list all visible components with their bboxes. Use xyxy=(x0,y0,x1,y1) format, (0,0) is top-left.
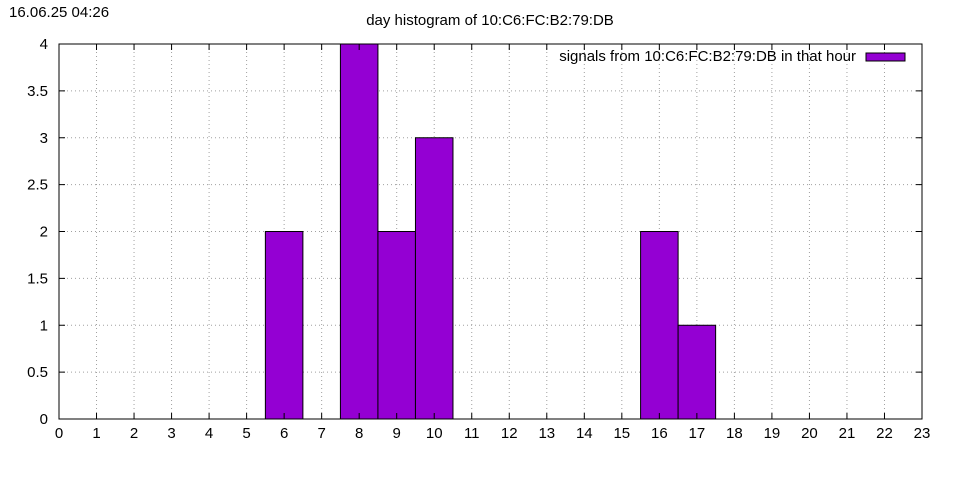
legend: signals from 10:C6:FC:B2:79:DB in that h… xyxy=(559,48,906,65)
x-tick-label-20: 20 xyxy=(801,425,818,442)
bar-hour-8 xyxy=(339,43,379,420)
x-tick-label-14: 14 xyxy=(576,425,593,442)
x-tick-label-3: 3 xyxy=(167,425,175,442)
y-tick-label-0.5: 0.5 xyxy=(27,364,48,381)
timestamp: 16.06.25 04:26 xyxy=(9,4,110,21)
bars xyxy=(264,43,717,420)
x-tick-label-5: 5 xyxy=(242,425,250,442)
x-tick-label-16: 16 xyxy=(651,425,668,442)
x-tick-label-18: 18 xyxy=(726,425,743,442)
y-axis-ticks: 0 0.5 1 1.5 2 2.5 3 3.5 4 xyxy=(27,36,922,428)
legend-label: signals from 10:C6:FC:B2:79:DB in that h… xyxy=(559,48,856,65)
x-tick-label-9: 9 xyxy=(393,425,401,442)
y-tick-label-1.5: 1.5 xyxy=(27,270,48,287)
y-tick-label-4: 4 xyxy=(40,36,48,53)
x-tick-label-21: 21 xyxy=(839,425,856,442)
plot-frame xyxy=(58,43,923,420)
bar-hour-9 xyxy=(377,231,416,420)
y-tick-label-0: 0 xyxy=(40,411,48,428)
y-tick-label-3.5: 3.5 xyxy=(27,83,48,100)
y-tick-label-3: 3 xyxy=(40,130,48,147)
bar-hour-10 xyxy=(414,137,454,420)
x-tick-label-22: 22 xyxy=(876,425,893,442)
axes xyxy=(58,43,923,420)
bar-hour-6 xyxy=(264,231,304,420)
x-tick-label-13: 13 xyxy=(538,425,555,442)
x-tick-label-11: 11 xyxy=(464,425,480,442)
bar-hour-16 xyxy=(640,231,679,420)
x-axis-ticks: 0 1 2 3 4 5 6 7 8 9 10 11 12 13 14 15 16 17 18 19 20 21 22 23 xyxy=(55,44,931,442)
x-tick-label-17: 17 xyxy=(689,425,706,442)
y-tick-label-2: 2 xyxy=(40,224,48,241)
x-tick-label-15: 15 xyxy=(613,425,630,442)
x-tick-label-19: 19 xyxy=(764,425,781,442)
x-tick-label-12: 12 xyxy=(501,425,518,442)
y-tick-label-1: 1 xyxy=(40,317,48,334)
x-tick-label-10: 10 xyxy=(426,425,443,442)
y-tick-label-2.5: 2.5 xyxy=(27,177,48,194)
x-tick-label-8: 8 xyxy=(355,425,363,442)
grid-lines xyxy=(59,44,922,419)
chart-title: day histogram of 10:C6:FC:B2:79:DB xyxy=(366,12,614,29)
x-tick-label-23: 23 xyxy=(914,425,931,442)
x-tick-label-1: 1 xyxy=(92,425,100,442)
x-tick-label-2: 2 xyxy=(130,425,138,442)
legend-swatch xyxy=(865,52,906,62)
x-tick-label-6: 6 xyxy=(280,425,288,442)
bar-hour-17 xyxy=(677,324,717,420)
x-tick-label-4: 4 xyxy=(205,425,213,442)
x-tick-label-0: 0 xyxy=(55,425,63,442)
x-tick-label-7: 7 xyxy=(317,425,325,442)
